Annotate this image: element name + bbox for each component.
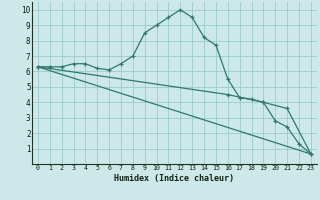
X-axis label: Humidex (Indice chaleur): Humidex (Indice chaleur) (115, 174, 234, 183)
